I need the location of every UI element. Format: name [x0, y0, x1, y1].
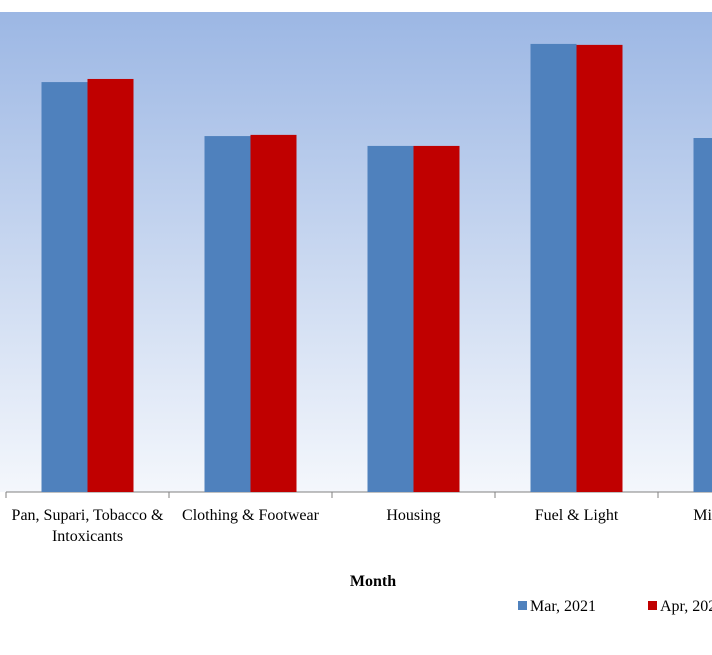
bar: [530, 43, 577, 493]
x-tick-label: Pan, Supari, Tobacco & Intoxicants: [12, 507, 164, 545]
bar: [87, 78, 134, 493]
legend-label: Mar, 2021: [530, 598, 596, 615]
x-tick-label: Miscellaneous: [693, 507, 712, 524]
bar: [576, 44, 623, 492]
x-tick-label: Fuel & Light: [535, 507, 619, 524]
legend-swatch: [648, 601, 657, 610]
legend-label: Apr, 2021: [660, 598, 712, 615]
label-line: Pan, Supari, Tobacco &: [12, 507, 164, 524]
bar: [413, 145, 460, 493]
x-axis-title: Month: [350, 573, 396, 590]
bar: [41, 82, 88, 492]
label-line: Intoxicants: [52, 528, 123, 545]
x-tick-label: Clothing & Footwear: [182, 507, 320, 524]
bar: [250, 134, 297, 492]
bar: [693, 138, 712, 492]
x-tick-label: Housing: [386, 507, 440, 524]
bar: [204, 136, 251, 492]
legend-swatch: [518, 601, 527, 610]
bar: [367, 145, 414, 493]
